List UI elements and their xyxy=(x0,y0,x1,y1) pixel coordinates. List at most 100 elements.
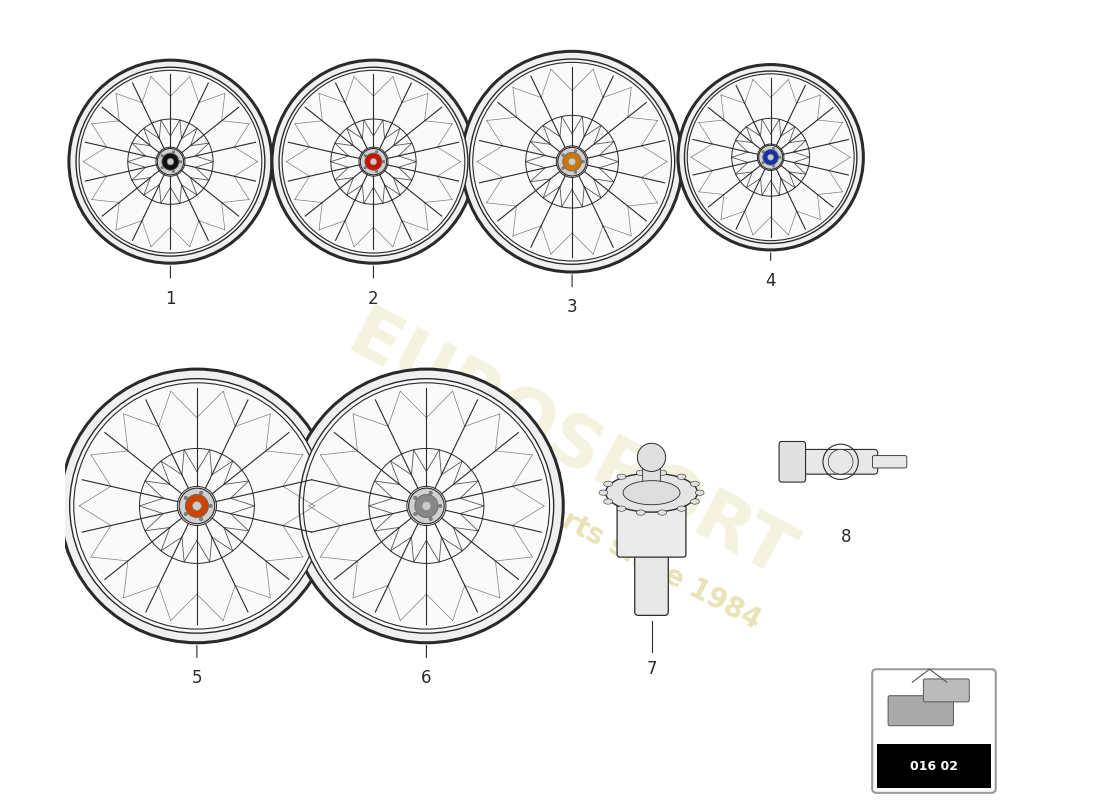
Ellipse shape xyxy=(604,481,613,486)
Circle shape xyxy=(408,488,444,524)
Circle shape xyxy=(574,150,576,153)
Circle shape xyxy=(375,150,377,153)
Ellipse shape xyxy=(299,378,553,633)
Circle shape xyxy=(162,153,179,170)
Ellipse shape xyxy=(470,59,674,264)
FancyBboxPatch shape xyxy=(617,494,686,557)
Circle shape xyxy=(569,158,575,166)
FancyBboxPatch shape xyxy=(888,696,954,726)
Ellipse shape xyxy=(76,67,265,256)
Ellipse shape xyxy=(678,474,686,479)
Circle shape xyxy=(574,171,576,174)
Ellipse shape xyxy=(688,74,854,241)
FancyBboxPatch shape xyxy=(642,460,660,486)
Circle shape xyxy=(414,496,417,499)
Circle shape xyxy=(429,491,432,494)
Ellipse shape xyxy=(637,510,646,515)
Ellipse shape xyxy=(617,506,626,511)
Circle shape xyxy=(173,170,175,173)
Ellipse shape xyxy=(691,481,700,486)
Text: a passion for parts since 1984: a passion for parts since 1984 xyxy=(334,388,766,634)
Text: 6: 6 xyxy=(421,670,431,687)
Circle shape xyxy=(429,518,432,521)
Ellipse shape xyxy=(637,470,646,475)
Ellipse shape xyxy=(304,382,550,629)
Circle shape xyxy=(361,149,387,175)
Ellipse shape xyxy=(473,62,671,261)
Circle shape xyxy=(562,167,564,170)
Circle shape xyxy=(179,488,214,524)
Circle shape xyxy=(562,154,564,157)
Circle shape xyxy=(768,154,773,160)
Circle shape xyxy=(383,161,385,163)
Circle shape xyxy=(199,518,202,521)
Circle shape xyxy=(637,443,666,471)
FancyBboxPatch shape xyxy=(779,442,805,482)
Circle shape xyxy=(828,450,852,474)
Ellipse shape xyxy=(695,490,704,495)
Text: 3: 3 xyxy=(566,298,578,317)
Circle shape xyxy=(563,152,582,171)
Circle shape xyxy=(762,150,764,153)
Circle shape xyxy=(364,166,366,169)
Ellipse shape xyxy=(623,481,680,505)
Ellipse shape xyxy=(604,499,613,504)
Text: 2: 2 xyxy=(368,290,378,308)
Circle shape xyxy=(582,160,584,163)
Ellipse shape xyxy=(272,60,475,263)
Ellipse shape xyxy=(60,369,333,642)
Ellipse shape xyxy=(617,474,626,479)
Ellipse shape xyxy=(79,70,262,253)
FancyBboxPatch shape xyxy=(872,456,906,468)
Text: 8: 8 xyxy=(840,528,851,546)
Circle shape xyxy=(558,147,586,176)
Circle shape xyxy=(762,162,764,164)
Circle shape xyxy=(209,504,212,507)
Ellipse shape xyxy=(678,506,686,511)
Ellipse shape xyxy=(282,70,465,253)
Text: EUROSPORT: EUROSPORT xyxy=(336,302,803,594)
FancyBboxPatch shape xyxy=(635,551,669,615)
Circle shape xyxy=(167,158,174,165)
Circle shape xyxy=(184,496,187,499)
Circle shape xyxy=(192,502,201,510)
Ellipse shape xyxy=(598,490,607,495)
Ellipse shape xyxy=(658,510,667,515)
Circle shape xyxy=(375,170,377,173)
Ellipse shape xyxy=(279,67,468,256)
Circle shape xyxy=(161,154,164,157)
Circle shape xyxy=(364,154,366,157)
Ellipse shape xyxy=(606,474,697,512)
Ellipse shape xyxy=(462,51,682,272)
Circle shape xyxy=(439,504,442,507)
Text: 5: 5 xyxy=(191,670,202,687)
Circle shape xyxy=(772,165,774,167)
Text: 7: 7 xyxy=(647,661,657,678)
Circle shape xyxy=(371,158,377,165)
Ellipse shape xyxy=(678,65,864,250)
Text: 016 02: 016 02 xyxy=(910,760,958,773)
Ellipse shape xyxy=(691,499,700,504)
Circle shape xyxy=(179,161,182,163)
Circle shape xyxy=(186,494,209,518)
Ellipse shape xyxy=(74,382,320,629)
FancyBboxPatch shape xyxy=(872,670,996,793)
Circle shape xyxy=(157,149,184,175)
Text: 1: 1 xyxy=(165,290,176,308)
Ellipse shape xyxy=(69,60,272,263)
Circle shape xyxy=(184,512,187,516)
Bar xyxy=(877,744,991,788)
FancyBboxPatch shape xyxy=(923,679,969,702)
Circle shape xyxy=(779,156,781,158)
Circle shape xyxy=(772,147,774,150)
Ellipse shape xyxy=(658,470,667,475)
Circle shape xyxy=(415,494,438,518)
Ellipse shape xyxy=(684,71,857,243)
Circle shape xyxy=(161,166,164,169)
Circle shape xyxy=(422,502,431,510)
Circle shape xyxy=(365,153,382,170)
FancyBboxPatch shape xyxy=(800,450,878,474)
Circle shape xyxy=(173,150,175,153)
Circle shape xyxy=(759,146,783,170)
Circle shape xyxy=(414,512,417,516)
